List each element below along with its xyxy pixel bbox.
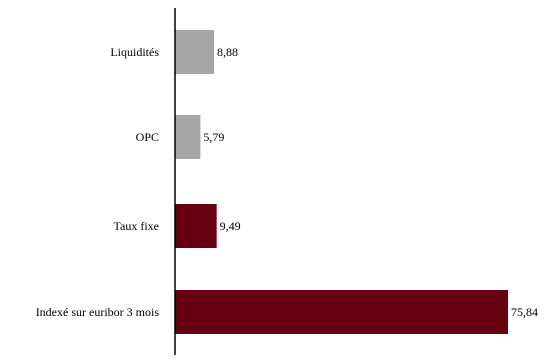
bar-3 <box>175 290 508 334</box>
value-label-2: 9,49 <box>220 219 241 233</box>
bar-0 <box>175 30 214 74</box>
value-label-0: 8,88 <box>217 45 238 59</box>
category-label-2: Taux fixe <box>114 219 159 233</box>
value-label-1: 5,79 <box>203 130 224 144</box>
value-label-3: 75,84 <box>511 305 538 319</box>
category-label-3: Indexé sur euribor 3 mois <box>36 305 160 319</box>
bar-2 <box>175 204 217 248</box>
category-label-1: OPC <box>136 130 159 144</box>
bar-1 <box>175 115 201 159</box>
category-label-0: Liquidités <box>110 45 159 59</box>
